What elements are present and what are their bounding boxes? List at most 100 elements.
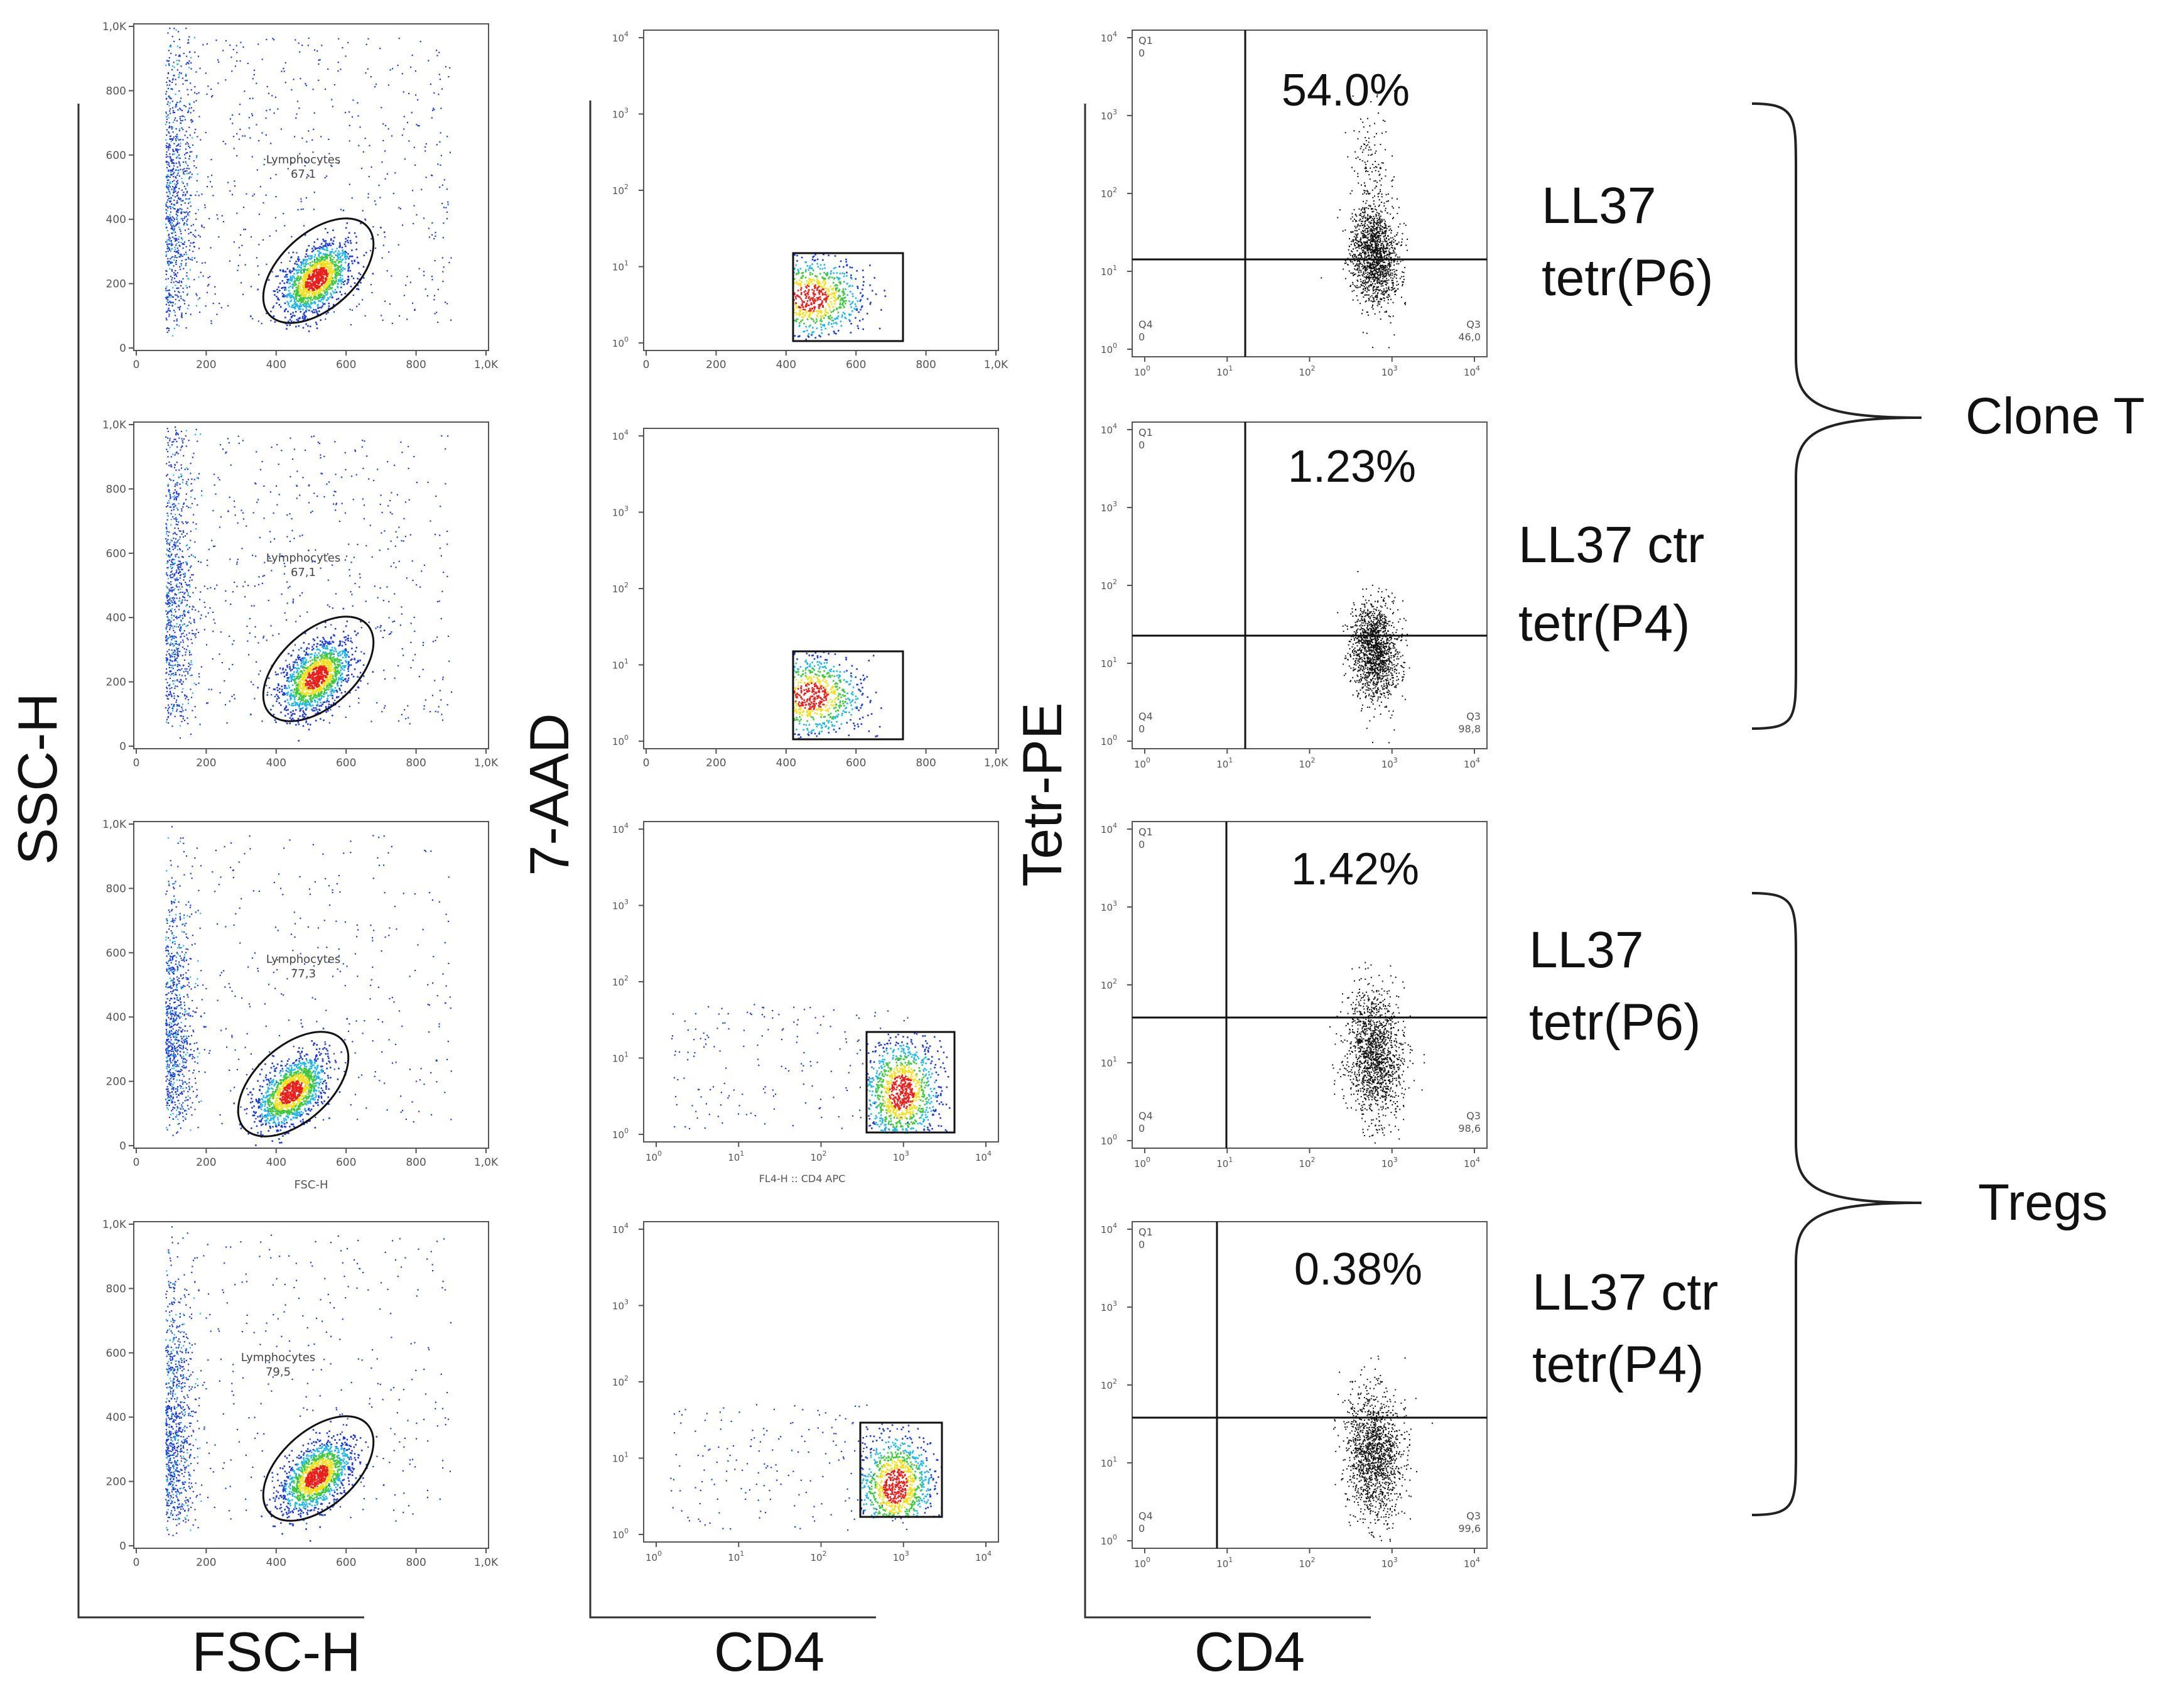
r1-scatter-event-dot — [180, 204, 182, 206]
r1-scatter-event-dot — [170, 218, 171, 220]
r1-scatter-event-dot — [195, 293, 197, 295]
r1-viability-event-dot — [805, 305, 807, 307]
r1-tetramer-event-dot — [1367, 214, 1369, 215]
r1-scatter-event-dot — [280, 306, 282, 308]
r1-scatter-event-dot — [305, 253, 308, 255]
r1-scatter-event-dot — [169, 97, 171, 99]
r1-tetramer-event-dot — [1351, 261, 1353, 263]
r1-tetramer-event-dot — [1403, 222, 1405, 224]
r1-scatter-event-dot — [447, 201, 449, 203]
r1-scatter-xtick-label: 0 — [133, 359, 140, 371]
r1-scatter-event-dot — [335, 250, 337, 252]
r1-scatter-event-dot — [325, 294, 327, 296]
r1-scatter-event-dot — [286, 328, 288, 330]
r1-scatter-event-dot — [266, 110, 268, 112]
r1-scatter-event-dot — [330, 276, 333, 278]
r1-scatter-event-dot — [182, 278, 184, 280]
r1-viability-event-dot — [835, 290, 837, 293]
r1-scatter-event-dot — [284, 225, 286, 227]
r1-viability-event-dot — [801, 281, 803, 283]
r1-tetramer-event-dot — [1368, 239, 1369, 241]
r1-tetramer-event-dot — [1383, 294, 1385, 296]
r1-scatter-event-dot — [342, 269, 343, 272]
r1-viability-event-dot — [828, 289, 830, 291]
r1-tetramer-event-dot — [1353, 290, 1355, 291]
r1-scatter-event-dot — [298, 260, 300, 262]
r1-viability-event-dot — [804, 313, 807, 316]
r1-tetramer-event-dot — [1376, 278, 1378, 280]
r1-tetramer-event-dot — [1390, 252, 1392, 254]
r1-tetramer-event-dot — [1376, 228, 1378, 230]
r1-scatter-event-dot — [319, 269, 321, 272]
r1-viability-event-dot — [848, 318, 850, 321]
r1-scatter-event-dot — [205, 72, 207, 74]
r1-tetramer-event-dot — [1370, 263, 1371, 265]
r1-tetramer-event-dot — [1383, 246, 1385, 247]
r1-scatter-event-dot — [447, 204, 449, 205]
r1-scatter-event-dot — [171, 68, 173, 71]
r1-tetramer-event-dot — [1360, 284, 1362, 285]
r1-scatter-event-dot — [171, 188, 173, 190]
r1-viability-event-dot — [794, 335, 796, 337]
r1-scatter-event-dot — [176, 157, 178, 159]
r1-scatter-event-dot — [168, 117, 170, 119]
r1-scatter-event-dot — [333, 236, 335, 239]
r1-scatter-event-dot — [175, 139, 177, 141]
r1-tetramer-event-dot — [1377, 226, 1379, 228]
r1-scatter-event-dot — [178, 175, 180, 177]
r1-scatter-event-dot — [307, 296, 309, 298]
r1-scatter-event-dot — [306, 271, 309, 273]
r1-scatter-event-dot — [327, 261, 329, 264]
r1-scatter-event-dot — [317, 303, 319, 306]
r1-tetramer-event-dot — [1345, 262, 1347, 264]
r1-tetramer-event-dot — [1373, 224, 1375, 225]
r1-scatter-event-dot — [364, 218, 366, 220]
r1-tetramer-event-dot — [1372, 271, 1374, 273]
r1-tetramer-event-dot — [1376, 264, 1378, 266]
r1-scatter-event-dot — [165, 217, 167, 219]
r1-viability-event-dot — [806, 286, 808, 289]
r1-scatter-event-dot — [218, 61, 220, 63]
r1-scatter-event-dot — [308, 278, 310, 280]
r1-scatter-event-dot — [180, 255, 182, 257]
r1-tetramer-event-dot — [1381, 243, 1383, 244]
r1-scatter-event-dot — [301, 298, 303, 300]
r1-tetramer-event-dot — [1385, 273, 1387, 275]
r1-scatter-event-dot — [180, 264, 182, 266]
r1-scatter-event-dot — [249, 97, 251, 99]
r1-tetramer-event-dot — [1373, 273, 1375, 275]
r1-scatter-event-dot — [311, 285, 313, 288]
r1-tetramer-event-dot — [1376, 264, 1378, 266]
r1-viability-event-dot — [809, 267, 811, 269]
r1-tetramer-event-dot — [1366, 227, 1368, 229]
r1-tetramer-event-dot — [1366, 256, 1368, 258]
r1-tetramer-event-dot — [1368, 298, 1370, 300]
r1-tetramer-event-dot — [1386, 278, 1388, 280]
r1-tetramer-event-dot — [1359, 263, 1361, 265]
r1-tetramer-event-dot — [1383, 252, 1384, 254]
r1-tetramer-event-dot — [1390, 277, 1392, 279]
r1-tetramer-event-dot — [1395, 269, 1397, 271]
r1-scatter-event-dot — [327, 265, 328, 268]
r1-tetramer-event-dot — [1363, 286, 1365, 288]
r1-scatter-event-dot — [326, 299, 328, 301]
r1-tetramer-event-dot — [1367, 228, 1369, 229]
r1-tetramer-event-dot — [1380, 249, 1381, 250]
r1-viability-event-dot — [835, 284, 837, 286]
r1-tetramer-event-dot — [1373, 285, 1375, 287]
r1-viability-event-dot — [834, 295, 836, 296]
r1-viability-event-dot — [808, 336, 810, 338]
r1-viability-event-dot — [810, 310, 812, 312]
r1-tetramer-event-dot — [1372, 226, 1374, 228]
r1-tetramer-event-dot — [1370, 300, 1372, 302]
r1-viability-event-dot — [827, 303, 829, 305]
r1-scatter-event-dot — [165, 116, 167, 117]
r1-tetramer-event-dot — [1397, 212, 1398, 214]
r1-viability-event-dot — [811, 273, 813, 275]
r1-scatter-event-dot — [195, 129, 197, 131]
r1-scatter-event-dot — [323, 256, 325, 259]
r1-scatter-event-dot — [323, 296, 326, 298]
r1-scatter-event-dot — [303, 303, 305, 306]
r1-scatter-event-dot — [172, 301, 174, 303]
r1-tetramer-event-dot — [1373, 240, 1375, 242]
